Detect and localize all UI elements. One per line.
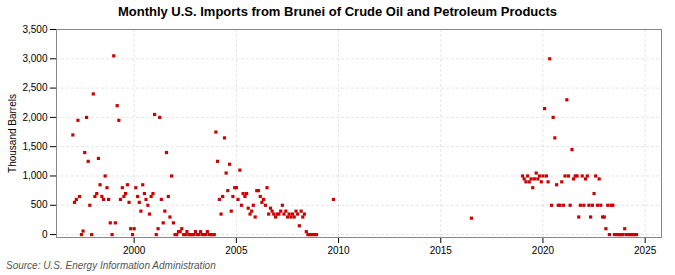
svg-text:Thousand Barrels: Thousand Barrels	[7, 94, 18, 173]
svg-text:500: 500	[31, 199, 48, 210]
svg-text:2010: 2010	[327, 245, 350, 256]
svg-text:2,000: 2,000	[22, 112, 47, 123]
svg-text:3,000: 3,000	[22, 53, 47, 64]
svg-text:1,500: 1,500	[22, 141, 47, 152]
svg-text:2005: 2005	[225, 245, 248, 256]
svg-text:0: 0	[42, 229, 48, 240]
svg-text:2025: 2025	[634, 245, 657, 256]
svg-text:2000: 2000	[123, 245, 146, 256]
svg-text:2020: 2020	[532, 245, 555, 256]
svg-text:1,000: 1,000	[22, 170, 47, 181]
html-text:Source: U.S. Energy Informatio: Source: U.S. Energy Information Administ…	[6, 260, 216, 271]
html-text:Monthly U.S. Imports from Brun: Monthly U.S. Imports from Brunei of Crud…	[117, 4, 558, 19]
svg-text:3,500: 3,500	[22, 24, 47, 35]
svg-text:2015: 2015	[430, 245, 453, 256]
svg-text:2,500: 2,500	[22, 82, 47, 93]
